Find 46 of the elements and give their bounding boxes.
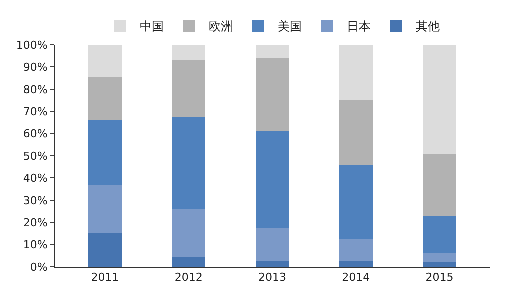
- y-tick-label: 20%: [23, 216, 48, 230]
- bar: [423, 262, 457, 267]
- y-tick-label: 50%: [23, 150, 48, 163]
- bar: [172, 45, 206, 61]
- bar: [256, 58, 290, 132]
- legend-label: 其他: [416, 20, 440, 34]
- y-tick-label: 30%: [23, 194, 48, 208]
- bar: [339, 261, 373, 267]
- y-tick-label: 10%: [23, 238, 48, 252]
- y-tick-label: 100%: [16, 38, 48, 52]
- bar: [423, 216, 457, 254]
- legend-label: 中国: [140, 20, 164, 34]
- y-tick-label: 70%: [23, 105, 48, 118]
- legend-label: 日本: [347, 20, 371, 34]
- legend-label: 欧洲: [209, 20, 233, 34]
- x-tick-label: 2012: [174, 271, 203, 284]
- bar: [172, 209, 206, 258]
- bar: [256, 45, 290, 58]
- bar: [256, 132, 290, 228]
- bar: [339, 45, 373, 100]
- bar: [88, 77, 122, 120]
- y-tick-label: 90%: [23, 61, 48, 74]
- bar: [88, 45, 122, 78]
- bar: [88, 184, 122, 234]
- bar: [423, 45, 457, 154]
- bar: [339, 100, 373, 165]
- bar: [88, 120, 122, 185]
- bar: [172, 257, 206, 267]
- bar: [88, 234, 122, 267]
- bar: [339, 239, 373, 262]
- x-tick-label: 2014: [342, 271, 370, 284]
- legend-label: 美国: [278, 20, 302, 34]
- bar: [339, 164, 373, 240]
- y-tick-label: 80%: [23, 83, 48, 96]
- bar: [423, 254, 457, 263]
- y-tick-label: 40%: [23, 172, 48, 186]
- x-tick-label: 2013: [258, 271, 286, 284]
- bar: [256, 228, 290, 262]
- x-tick-label: 2011: [91, 271, 120, 284]
- x-tick-label: 2015: [426, 271, 454, 284]
- y-tick-label: 60%: [23, 128, 48, 141]
- bar: [172, 117, 206, 210]
- y-tick-label: 0%: [30, 260, 48, 274]
- bar: [423, 154, 457, 216]
- bar: [172, 60, 206, 118]
- bar: [256, 261, 290, 267]
